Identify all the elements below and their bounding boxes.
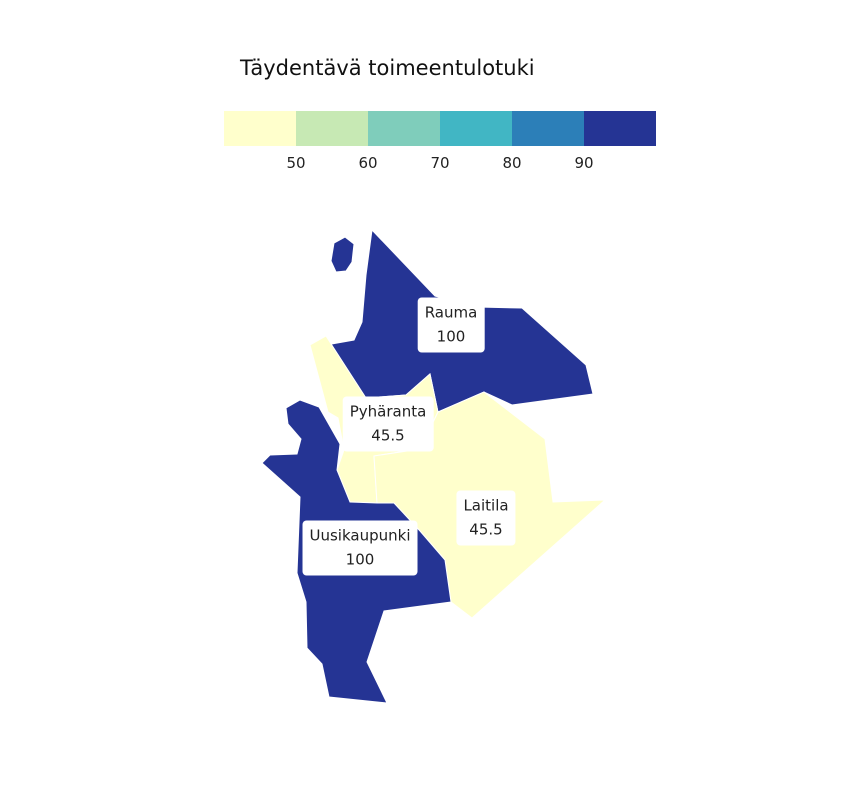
legend-swatch-5 (512, 111, 584, 146)
legend-tick-70: 70 (430, 154, 450, 172)
legend-tick-90: 90 (574, 154, 594, 172)
region-name-laitila: Laitila (463, 496, 509, 515)
color-legend (224, 111, 656, 146)
region-value-rauma: 100 (436, 327, 466, 346)
region-label-rauma: Rauma 100 (417, 297, 485, 353)
legend-swatch-3 (368, 111, 440, 146)
legend-swatch-6 (584, 111, 656, 146)
legend-swatch-1 (224, 111, 296, 146)
legend-tick-80: 80 (502, 154, 522, 172)
region-label-pyharanta: Pyhäranta 45.5 (342, 396, 434, 452)
region-name-pyharanta: Pyhäranta (349, 402, 427, 421)
region-label-laitila: Laitila 45.5 (456, 490, 516, 546)
region-value-laitila: 45.5 (469, 520, 503, 539)
region-label-uusikaupunki: Uusikaupunki 100 (302, 520, 418, 576)
region-name-uusikaupunki: Uusikaupunki (309, 526, 411, 545)
legend-tick-60: 60 (358, 154, 378, 172)
region-name-rauma: Rauma (424, 303, 478, 322)
region-value-pyharanta: 45.5 (371, 426, 405, 445)
legend-title: Täydentävä toimeentulotuki (240, 56, 535, 80)
legend-tick-50: 50 (286, 154, 306, 172)
legend-swatch-4 (440, 111, 512, 146)
legend-swatch-2 (296, 111, 368, 146)
region-value-uusikaupunki: 100 (345, 550, 375, 569)
